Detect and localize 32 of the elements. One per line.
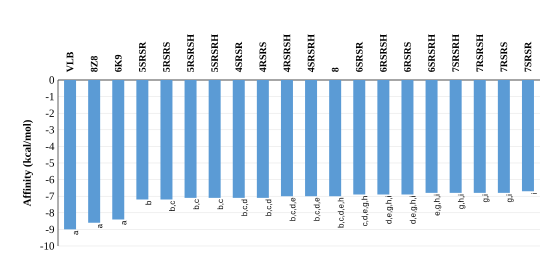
x-tick-label: 4RSRS <box>260 42 266 72</box>
x-tick-label: 8 <box>332 68 339 72</box>
y-tick-label: -8 <box>46 209 54 216</box>
y-tick-label: -4 <box>46 142 54 150</box>
x-tick-label: 5SRSRH <box>211 34 218 72</box>
x-tick-label: 6SRSR <box>356 42 363 72</box>
y-tick-label: -10 <box>40 242 54 250</box>
y-tick-label: -7 <box>46 192 54 200</box>
x-tick-label: VLB <box>66 52 74 72</box>
y-tick-label: -1 <box>46 92 54 100</box>
y-tick-label: -2 <box>46 110 54 117</box>
x-tick-label: 8Z8 <box>90 56 98 72</box>
x-tick-label: 6K9 <box>114 54 122 72</box>
x-tick-label: 7RSRSH <box>476 34 484 72</box>
x-tick-label: 5SRSR <box>139 42 146 72</box>
x-tick-label: 4SRSRH <box>308 34 314 72</box>
y-tick-label: -9 <box>46 226 54 234</box>
x-tick-label: 7RSRS <box>500 42 508 72</box>
x-tick-label: 4RSRSH <box>284 34 290 72</box>
x-tick-label: 4SRSR <box>235 42 242 72</box>
x-tick-label: 7SRSRH <box>452 34 460 72</box>
x-tick-label: 6RSRS <box>404 42 411 72</box>
y-tick-label: -3 <box>46 126 54 134</box>
y-tick-label: -5 <box>46 159 54 167</box>
y-tick-label: -6 <box>46 176 54 184</box>
y-axis-title: Affinity (kcal/mol) <box>22 120 34 206</box>
x-tick-label: 6RSRSH <box>380 34 387 72</box>
y-tick-label: 0 <box>49 76 54 84</box>
x-tick-label: 5RSRSH <box>187 34 194 72</box>
x-tick-label: 6SRSRH <box>428 34 435 72</box>
x-tick-label: 7SRSR <box>524 42 532 72</box>
x-tick-label: 5RSRS <box>163 42 170 72</box>
